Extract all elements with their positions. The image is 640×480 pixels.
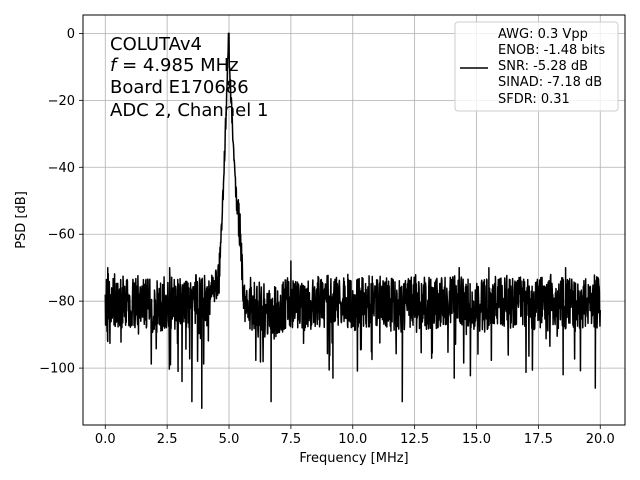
legend-line-sinad: SINAD: -7.18 dB [498, 75, 602, 90]
annotation-line-1: COLUTAv4 [110, 34, 202, 55]
series-layer [104, 32, 601, 410]
annotation-line-3: Board E170686 [110, 77, 249, 98]
y-axis-label: PSD [dB] [14, 191, 29, 249]
annotation-frequency-symbol: f [110, 55, 119, 76]
x-tick-label: 7.5 [281, 432, 302, 447]
annotation-frequency-value: = 4.985 MHz [116, 55, 238, 76]
annotation-block: COLUTAv4 f = 4.985 MHz Board E170686 ADC… [110, 34, 268, 121]
y-tick-label: −80 [48, 295, 75, 310]
x-tick-label: 17.5 [524, 432, 553, 447]
x-tick-label: 5.0 [219, 432, 240, 447]
legend-line-enob: ENOB: -1.48 bits [498, 43, 605, 58]
legend: AWG: 0.3 Vpp ENOB: -1.48 bits SNR: -5.28… [454, 21, 619, 112]
y-tick-label: −60 [48, 228, 75, 243]
axis-ticks: 0.0 2.5 5.0 7.5 10.0 12.5 15.0 17.5 20.0 0 −20 −40 −… [39, 27, 614, 447]
x-tick-label: 2.5 [157, 432, 178, 447]
y-tick-label: −20 [48, 94, 75, 109]
y-tick-label: 0 [67, 27, 75, 42]
x-tick-label: 12.5 [400, 432, 429, 447]
x-axis-label: Frequency [MHz] [299, 451, 408, 466]
psd-series-line [104, 32, 601, 410]
x-tick-label: 20.0 [586, 432, 615, 447]
y-tick-label: −100 [39, 362, 75, 377]
plot-frame [82, 14, 626, 426]
legend-box [454, 21, 619, 112]
annotation-line-2: f = 4.985 MHz [110, 55, 239, 76]
x-tick-label: 15.0 [462, 432, 491, 447]
y-tick-label: −40 [48, 161, 75, 176]
x-tick-label: 0.0 [95, 432, 116, 447]
x-tick-label: 10.0 [338, 432, 367, 447]
legend-line-snr: SNR: -5.28 dB [498, 59, 588, 74]
annotation-line-4: ADC 2, Channel 1 [110, 100, 268, 121]
legend-line-sfdr: SFDR: 0.31 [498, 92, 570, 107]
legend-line-awg: AWG: 0.3 Vpp [498, 27, 588, 42]
